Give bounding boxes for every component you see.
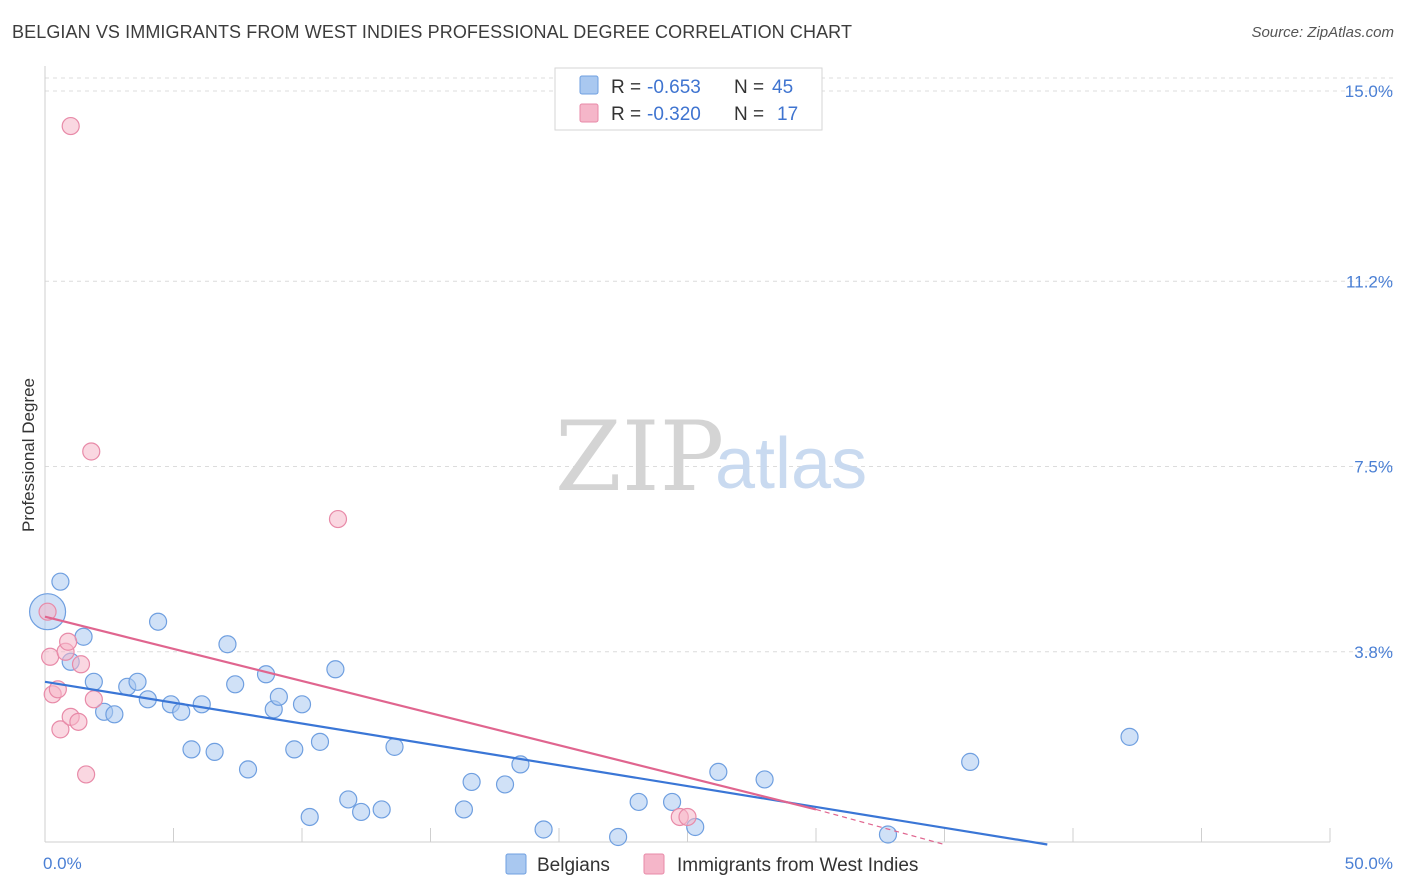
data-point xyxy=(84,690,103,709)
data-point xyxy=(662,792,682,812)
x-tick-label: 0.0% xyxy=(43,854,82,873)
data-point xyxy=(385,737,404,756)
trend-line-0 xyxy=(44,680,1048,846)
y-tick-label: 15.0% xyxy=(1345,82,1393,101)
data-point xyxy=(678,807,697,827)
data-point xyxy=(709,762,728,782)
legend-swatch-west-indies xyxy=(579,103,599,123)
legend-n-value-belgians: 45 xyxy=(772,77,793,98)
watermark-atlas: atlas xyxy=(715,424,867,504)
legend-r-label-belgians: R = xyxy=(611,77,641,98)
data-point xyxy=(205,742,224,761)
series-legend-swatch-belgians xyxy=(505,853,527,875)
data-point xyxy=(310,732,330,751)
data-point xyxy=(300,807,319,827)
data-point xyxy=(59,632,78,651)
chart-title: BELGIAN VS IMMIGRANTS FROM WEST INDIES P… xyxy=(12,22,853,42)
series-points-0 xyxy=(28,572,1139,847)
y-tick-label: 7.5% xyxy=(1354,458,1393,477)
data-point xyxy=(226,675,245,694)
y-tick-labels: 3.8% 7.5% 11.2% 15.0% xyxy=(1345,82,1393,662)
data-point xyxy=(326,660,345,679)
y-tick-label: 11.2% xyxy=(1346,272,1393,291)
trend-line-extension-1 xyxy=(815,808,945,846)
data-point xyxy=(82,442,101,461)
data-point xyxy=(41,647,60,666)
data-point xyxy=(128,672,147,691)
data-point xyxy=(269,687,288,706)
trend-lines xyxy=(44,615,1048,846)
legend-swatch-belgians xyxy=(579,75,599,95)
legend-r-value-west-indies: -0.320 xyxy=(647,104,701,125)
x-tick-labels: 0.0% 50.0% xyxy=(43,854,1393,873)
data-point xyxy=(77,765,96,784)
legend-n-label-belgians: N = xyxy=(734,77,764,98)
legend-r-label-west-indies: R = xyxy=(611,104,641,125)
data-point xyxy=(352,802,371,822)
y-tick-label: 3.8% xyxy=(1354,643,1393,662)
series-legend-swatch-west-indies xyxy=(643,853,665,875)
data-point xyxy=(495,775,515,794)
data-point xyxy=(755,770,774,789)
stats-legend-box xyxy=(554,67,823,131)
series-points-1 xyxy=(38,116,697,827)
y-axis-label: Professional Degree xyxy=(19,378,38,532)
data-point xyxy=(629,792,648,812)
data-point xyxy=(105,705,124,724)
legend-n-label-west-indies: N = xyxy=(734,104,764,125)
data-point xyxy=(71,655,91,674)
data-point xyxy=(61,116,80,136)
x-tick-label: 50.0% xyxy=(1345,854,1393,873)
data-point xyxy=(339,790,358,809)
series-legend-label-belgians: Belgians xyxy=(537,855,610,876)
grid-lines xyxy=(45,77,1395,653)
stats-legend: R = -0.653 N = 45 R = -0.320 N = 17 xyxy=(554,67,823,131)
legend-n-value-west-indies: 17 xyxy=(777,104,798,125)
source-label: Source: ZipAtlas.com xyxy=(1251,24,1394,41)
data-point xyxy=(1120,727,1139,746)
series-legend-label-west-indies: Immigrants from West Indies xyxy=(677,855,918,876)
data-point xyxy=(292,695,312,714)
data-point xyxy=(534,820,553,839)
data-point xyxy=(609,827,628,847)
series-legend: Belgians Immigrants from West Indies xyxy=(505,853,918,876)
data-point xyxy=(218,635,237,654)
data-point xyxy=(38,602,57,621)
watermark: ZIP atlas xyxy=(555,401,867,513)
data-point xyxy=(148,612,168,631)
data-point xyxy=(69,712,88,731)
data-point xyxy=(51,720,70,739)
data-point xyxy=(74,627,93,646)
watermark-zip: ZIP xyxy=(555,401,724,513)
legend-r-value-belgians: -0.653 xyxy=(647,77,701,98)
trend-line-1 xyxy=(44,615,817,811)
data-point xyxy=(462,772,481,792)
data-point xyxy=(372,800,391,819)
data-point xyxy=(454,800,474,819)
data-point xyxy=(192,695,211,714)
data-point xyxy=(285,740,304,759)
data-point xyxy=(328,509,348,529)
data-point xyxy=(51,572,70,591)
data-point xyxy=(238,760,258,779)
data-point xyxy=(961,752,980,771)
data-point xyxy=(182,740,201,759)
data-point xyxy=(878,825,898,844)
